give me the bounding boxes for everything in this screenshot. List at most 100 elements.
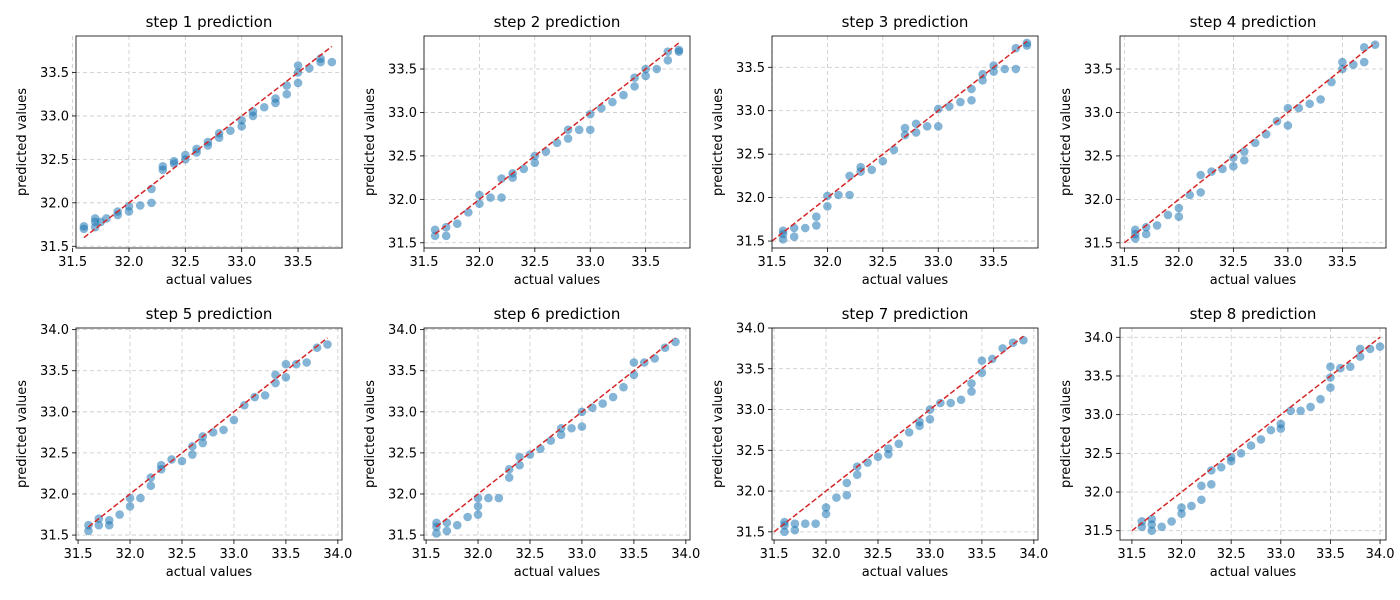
data-point	[124, 201, 134, 211]
y-tick-label: 32.0	[388, 487, 417, 502]
y-tick-label: 32.5	[40, 446, 69, 461]
x-tick-label: 34.0	[323, 547, 352, 562]
data-point	[863, 458, 872, 467]
data-point	[188, 450, 197, 459]
data-point	[1022, 38, 1032, 48]
data-point	[473, 510, 483, 519]
data-point	[823, 191, 832, 201]
data-point	[147, 198, 156, 208]
x-tick-label: 32.0	[114, 255, 143, 270]
y-tick-label: 33.0	[1084, 408, 1113, 423]
data-point	[473, 493, 483, 503]
data-point	[494, 493, 504, 503]
data-point	[259, 102, 269, 112]
data-point	[800, 223, 810, 233]
chart-title: step 6 prediction	[494, 305, 621, 323]
data-point	[889, 145, 899, 155]
data-point	[1141, 229, 1151, 239]
chart-title: step 3 prediction	[842, 13, 969, 31]
data-point	[1229, 153, 1238, 162]
x-tick-label: 33.0	[915, 547, 944, 562]
data-point	[102, 214, 111, 223]
y-tick-label: 32.5	[1084, 149, 1113, 164]
y-tick-label: 33.0	[388, 106, 417, 121]
data-point	[900, 123, 910, 133]
data-point	[1305, 99, 1314, 109]
data-point	[1283, 103, 1293, 113]
chart-title: step 7 prediction	[842, 305, 969, 323]
data-point	[1327, 77, 1336, 87]
data-point	[464, 208, 473, 217]
data-point	[1338, 57, 1347, 67]
data-point	[484, 493, 493, 503]
data-point	[577, 422, 587, 431]
data-point	[1216, 462, 1226, 472]
axes-frame	[771, 327, 1039, 541]
reference-line	[83, 45, 333, 239]
data-point	[1197, 481, 1206, 491]
data-point	[115, 510, 124, 519]
data-point	[552, 138, 562, 148]
data-point	[546, 436, 556, 445]
data-point	[1187, 501, 1196, 511]
data-point	[597, 103, 606, 113]
y-tick-label: 33.5	[736, 362, 765, 377]
data-point	[248, 107, 258, 116]
data-point	[1196, 188, 1205, 197]
x-tick-label: 33.0	[219, 547, 248, 562]
y-tick-label: 34.0	[1084, 331, 1113, 346]
data-point	[219, 425, 228, 435]
y-axis-label: predicted values	[363, 88, 378, 196]
x-tick-label: 34.0	[1019, 547, 1048, 562]
data-point	[1207, 466, 1216, 475]
data-point	[904, 428, 914, 437]
data-point	[1355, 352, 1365, 361]
data-point	[978, 69, 987, 79]
data-point	[652, 64, 662, 74]
data-point	[956, 395, 966, 405]
data-point	[1011, 64, 1021, 74]
data-point	[608, 97, 617, 107]
data-point	[900, 130, 910, 140]
data-point	[260, 391, 270, 400]
data-point	[240, 400, 249, 410]
data-point	[619, 90, 628, 100]
x-tick-label: 31.5	[410, 255, 439, 270]
data-point	[237, 122, 246, 131]
data-point	[84, 520, 93, 530]
data-point	[967, 84, 976, 94]
subplot-2: 31.5 32.0 32.5 33.0 33.5 31.5 32.0 32.5 33.0 33.5…	[363, 13, 691, 288]
data-point	[834, 190, 843, 200]
data-point	[789, 232, 799, 242]
y-axis-label: predicted values	[1059, 88, 1074, 196]
data-point	[1196, 170, 1205, 180]
x-axis-label: actual values	[862, 273, 949, 288]
y-tick-label: 31.5	[1084, 236, 1113, 251]
data-point	[1019, 335, 1028, 345]
x-tick-label: 33.5	[619, 547, 648, 562]
data-point	[281, 359, 291, 369]
data-point	[663, 56, 673, 65]
data-point	[293, 61, 303, 70]
scatter-points	[432, 337, 680, 538]
data-point	[237, 115, 246, 125]
subplot-5: 31.5 32.0 32.5 33.0 33.5 34.0 31.5 32.0 32.5 33.0…	[15, 305, 352, 580]
data-point	[563, 134, 573, 143]
data-point	[1276, 419, 1286, 429]
data-point	[1316, 95, 1325, 104]
chart-title: step 2 prediction	[494, 13, 621, 31]
data-point	[967, 387, 976, 396]
data-point	[486, 193, 495, 202]
data-point	[442, 518, 452, 528]
data-point	[933, 122, 943, 131]
subplot-4: 31.5 32.0 32.5 33.0 33.5 31.5 32.0 32.5 33.0 33.5…	[1059, 13, 1387, 288]
data-point	[845, 171, 854, 181]
data-point	[291, 359, 301, 369]
data-point	[473, 502, 483, 511]
data-point	[302, 358, 311, 367]
chart-title: step 4 prediction	[1190, 13, 1317, 31]
y-tick-label: 31.5	[736, 525, 765, 540]
y-tick-label: 32.0	[40, 487, 69, 502]
data-point	[1283, 121, 1293, 130]
data-point	[608, 392, 618, 402]
